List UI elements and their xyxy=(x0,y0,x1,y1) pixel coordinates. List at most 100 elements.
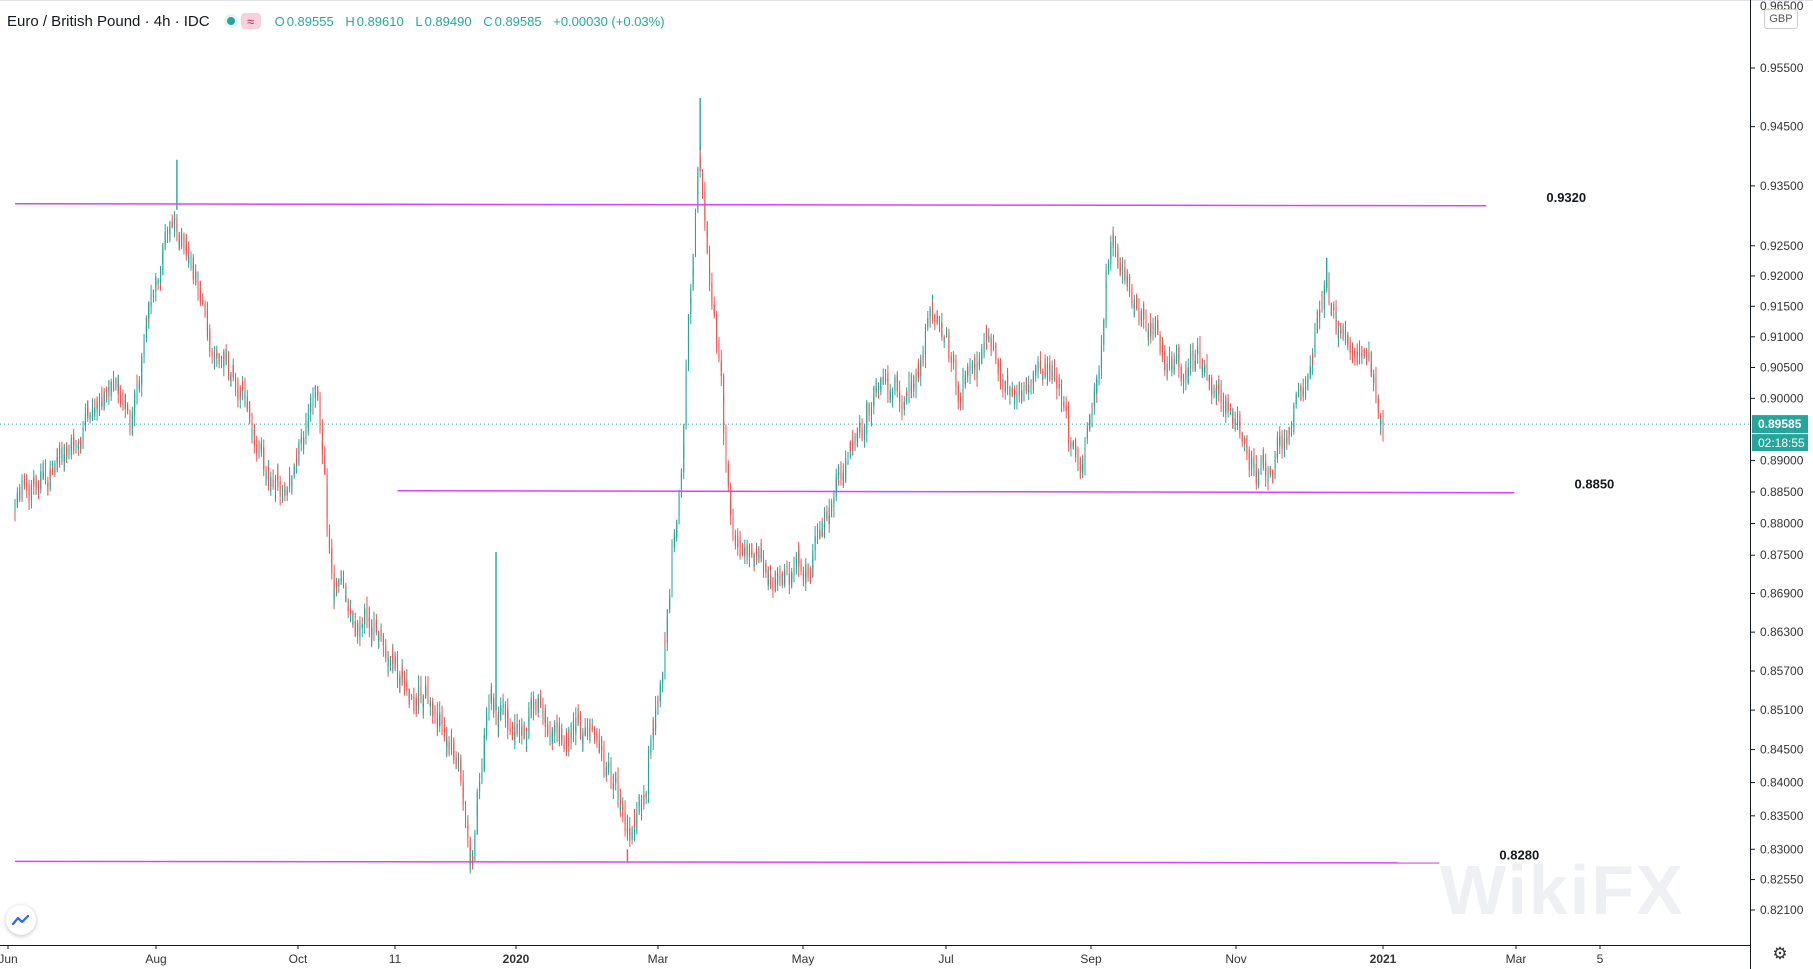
candle xyxy=(540,701,542,709)
candle-body xyxy=(28,494,30,501)
currency-badge[interactable]: GBP xyxy=(1764,9,1798,29)
candle xyxy=(396,663,398,688)
horizontal-levels[interactable]: 0.9320 0.8850 0.8280 xyxy=(14,190,1615,864)
symbol-legend: Euro / British Pound · 4h · IDC ≈ O 0.895… xyxy=(7,10,673,32)
tradingview-logo-icon[interactable] xyxy=(6,905,36,935)
candle xyxy=(401,664,403,686)
candle-body xyxy=(1086,428,1088,439)
level-label[interactable]: 0.9320 xyxy=(1546,190,1586,205)
candle xyxy=(828,498,830,524)
candle xyxy=(361,622,363,638)
level-label[interactable]: 0.8280 xyxy=(1499,847,1539,862)
candle-body xyxy=(155,281,157,283)
candle xyxy=(680,468,682,481)
candle xyxy=(910,386,912,398)
candle-body xyxy=(1112,235,1114,241)
candle-body xyxy=(746,552,748,557)
candle-body xyxy=(425,685,427,695)
candle-body xyxy=(460,761,462,781)
candle xyxy=(734,534,736,550)
level-line[interactable] xyxy=(14,203,1487,207)
candle xyxy=(1267,465,1269,485)
candle xyxy=(1075,437,1077,459)
candle xyxy=(1197,337,1199,353)
candle-body xyxy=(1293,416,1295,433)
price-tick-label: 0.95500 xyxy=(1760,61,1804,75)
candle xyxy=(21,474,23,494)
last-price-tag[interactable] xyxy=(1752,415,1808,434)
candle xyxy=(1309,355,1311,380)
candle-body xyxy=(547,730,549,735)
candle xyxy=(443,727,445,742)
candle xyxy=(633,808,635,828)
visibility-dot-icon[interactable] xyxy=(223,14,238,28)
candle-body xyxy=(779,569,781,578)
close-label: C xyxy=(483,13,493,29)
candle xyxy=(82,421,84,435)
candle xyxy=(1321,294,1323,313)
candle-body xyxy=(1105,301,1107,321)
candle-body xyxy=(239,391,241,393)
candle-body xyxy=(73,445,75,448)
candle xyxy=(249,401,251,425)
candle-body xyxy=(1323,284,1325,298)
candle-body xyxy=(202,300,204,306)
candle-body xyxy=(242,386,244,388)
candle-body xyxy=(617,792,619,797)
time-tick-label: Nov xyxy=(1225,952,1246,966)
candle xyxy=(98,393,100,403)
candle xyxy=(404,671,406,696)
candle xyxy=(448,736,450,757)
candle xyxy=(615,771,617,783)
candle-body xyxy=(91,408,93,414)
candle xyxy=(23,473,25,490)
candle-body xyxy=(335,584,337,586)
settings-gear-icon[interactable]: ⚙ xyxy=(1772,944,1788,963)
candle-body xyxy=(892,390,894,399)
candle xyxy=(373,611,375,630)
level-line[interactable] xyxy=(14,860,1440,864)
candle-body xyxy=(436,712,438,726)
candle-body xyxy=(465,812,467,828)
candle-body xyxy=(1000,368,1002,381)
candle-body xyxy=(66,448,68,453)
price-axis[interactable]: 0.95500 0.94500 0.93500 0.92500 0.92000 0.915… xyxy=(1750,0,1808,969)
wave-icon[interactable]: ≈ xyxy=(240,13,261,29)
candle-body xyxy=(885,373,887,382)
candle xyxy=(941,332,943,341)
candle-body xyxy=(96,401,98,408)
candle-body xyxy=(1016,392,1018,395)
candle xyxy=(584,718,586,737)
candle-body xyxy=(101,402,103,407)
symbol-title[interactable]: Euro / British Pound · 4h · IDC xyxy=(7,12,210,30)
candle-body xyxy=(293,464,295,472)
candle-body xyxy=(1246,443,1248,454)
price-tick-label: 0.88000 xyxy=(1760,517,1804,531)
candle-body xyxy=(82,427,84,431)
candle-body xyxy=(1213,390,1215,392)
candle-body xyxy=(145,331,147,342)
candle-body xyxy=(1361,352,1363,354)
candle-body xyxy=(821,531,823,536)
time-axis[interactable]: Jun Aug Oct 11 2020 Mar May Jul Sep Nov 2021 Mar 5 xyxy=(0,945,1750,966)
candle-body xyxy=(758,547,760,557)
candle xyxy=(117,382,119,404)
candle xyxy=(964,370,966,387)
candle xyxy=(856,427,858,446)
candle-body xyxy=(870,407,872,416)
candle xyxy=(68,444,70,460)
candle xyxy=(511,727,513,741)
candle-body xyxy=(1161,344,1163,353)
level-label[interactable]: 0.8850 xyxy=(1575,477,1615,492)
candle xyxy=(1342,325,1344,339)
candle xyxy=(345,589,347,603)
candle xyxy=(1126,268,1128,281)
last-price-label: 0.89585 xyxy=(1758,417,1802,431)
level-line[interactable] xyxy=(397,489,1515,494)
candle-body xyxy=(805,564,807,575)
candle-body xyxy=(357,626,359,628)
candle-body xyxy=(622,806,624,811)
candle xyxy=(206,322,208,338)
candle-body xyxy=(429,704,431,707)
